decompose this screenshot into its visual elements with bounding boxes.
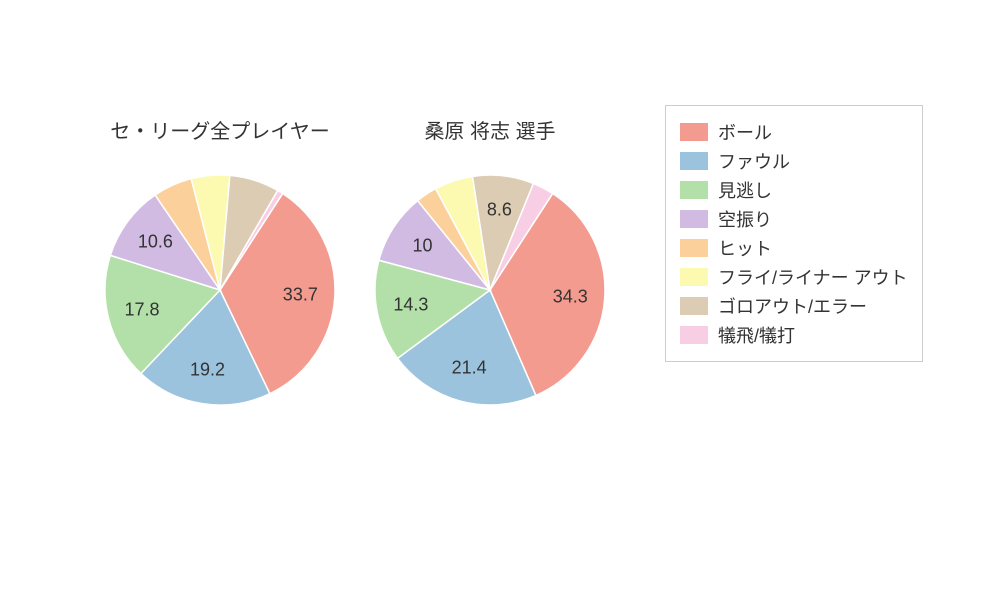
legend-swatch	[680, 239, 708, 257]
legend-swatch	[680, 123, 708, 141]
legend-swatch	[680, 181, 708, 199]
slice-label: 34.3	[553, 286, 588, 307]
slice-label: 14.3	[393, 295, 428, 316]
legend: ボールファウル見逃し空振りヒットフライ/ライナー アウトゴロアウト/エラー犠飛/…	[665, 105, 923, 362]
slice-label: 17.8	[125, 300, 160, 321]
slice-label: 33.7	[283, 285, 318, 306]
legend-swatch	[680, 210, 708, 228]
chart-title: セ・リーグ全プレイヤー	[110, 115, 329, 144]
legend-label: 犠飛/犠打	[718, 322, 795, 348]
legend-label: フライ/ライナー アウト	[718, 264, 908, 290]
legend-item: ゴロアウト/エラー	[680, 293, 908, 319]
legend-item: ボール	[680, 119, 908, 145]
legend-item: 犠飛/犠打	[680, 322, 908, 348]
slice-label: 19.2	[190, 359, 225, 380]
legend-item: 見逃し	[680, 177, 908, 203]
legend-item: 空振り	[680, 206, 908, 232]
legend-item: フライ/ライナー アウト	[680, 264, 908, 290]
slice-label: 10.6	[138, 232, 173, 253]
slice-label: 8.6	[487, 200, 512, 221]
legend-item: ヒット	[680, 235, 908, 261]
legend-label: ゴロアウト/エラー	[718, 293, 867, 319]
legend-label: 見逃し	[718, 177, 772, 203]
legend-swatch	[680, 297, 708, 315]
legend-swatch	[680, 152, 708, 170]
legend-swatch	[680, 326, 708, 344]
slice-label: 21.4	[452, 357, 487, 378]
legend-label: ヒット	[718, 235, 772, 261]
legend-swatch	[680, 268, 708, 286]
chart-container: セ・リーグ全プレイヤー 33.7 19.2 17.8 10.6 桑原 将志 選手 34.3 2…	[0, 0, 1000, 600]
chart-title: 桑原 将志 選手	[424, 115, 555, 144]
legend-label: ファウル	[718, 148, 790, 174]
legend-label: ボール	[718, 119, 772, 145]
slice-label: 10	[412, 236, 432, 257]
legend-label: 空振り	[718, 206, 772, 232]
legend-item: ファウル	[680, 148, 908, 174]
